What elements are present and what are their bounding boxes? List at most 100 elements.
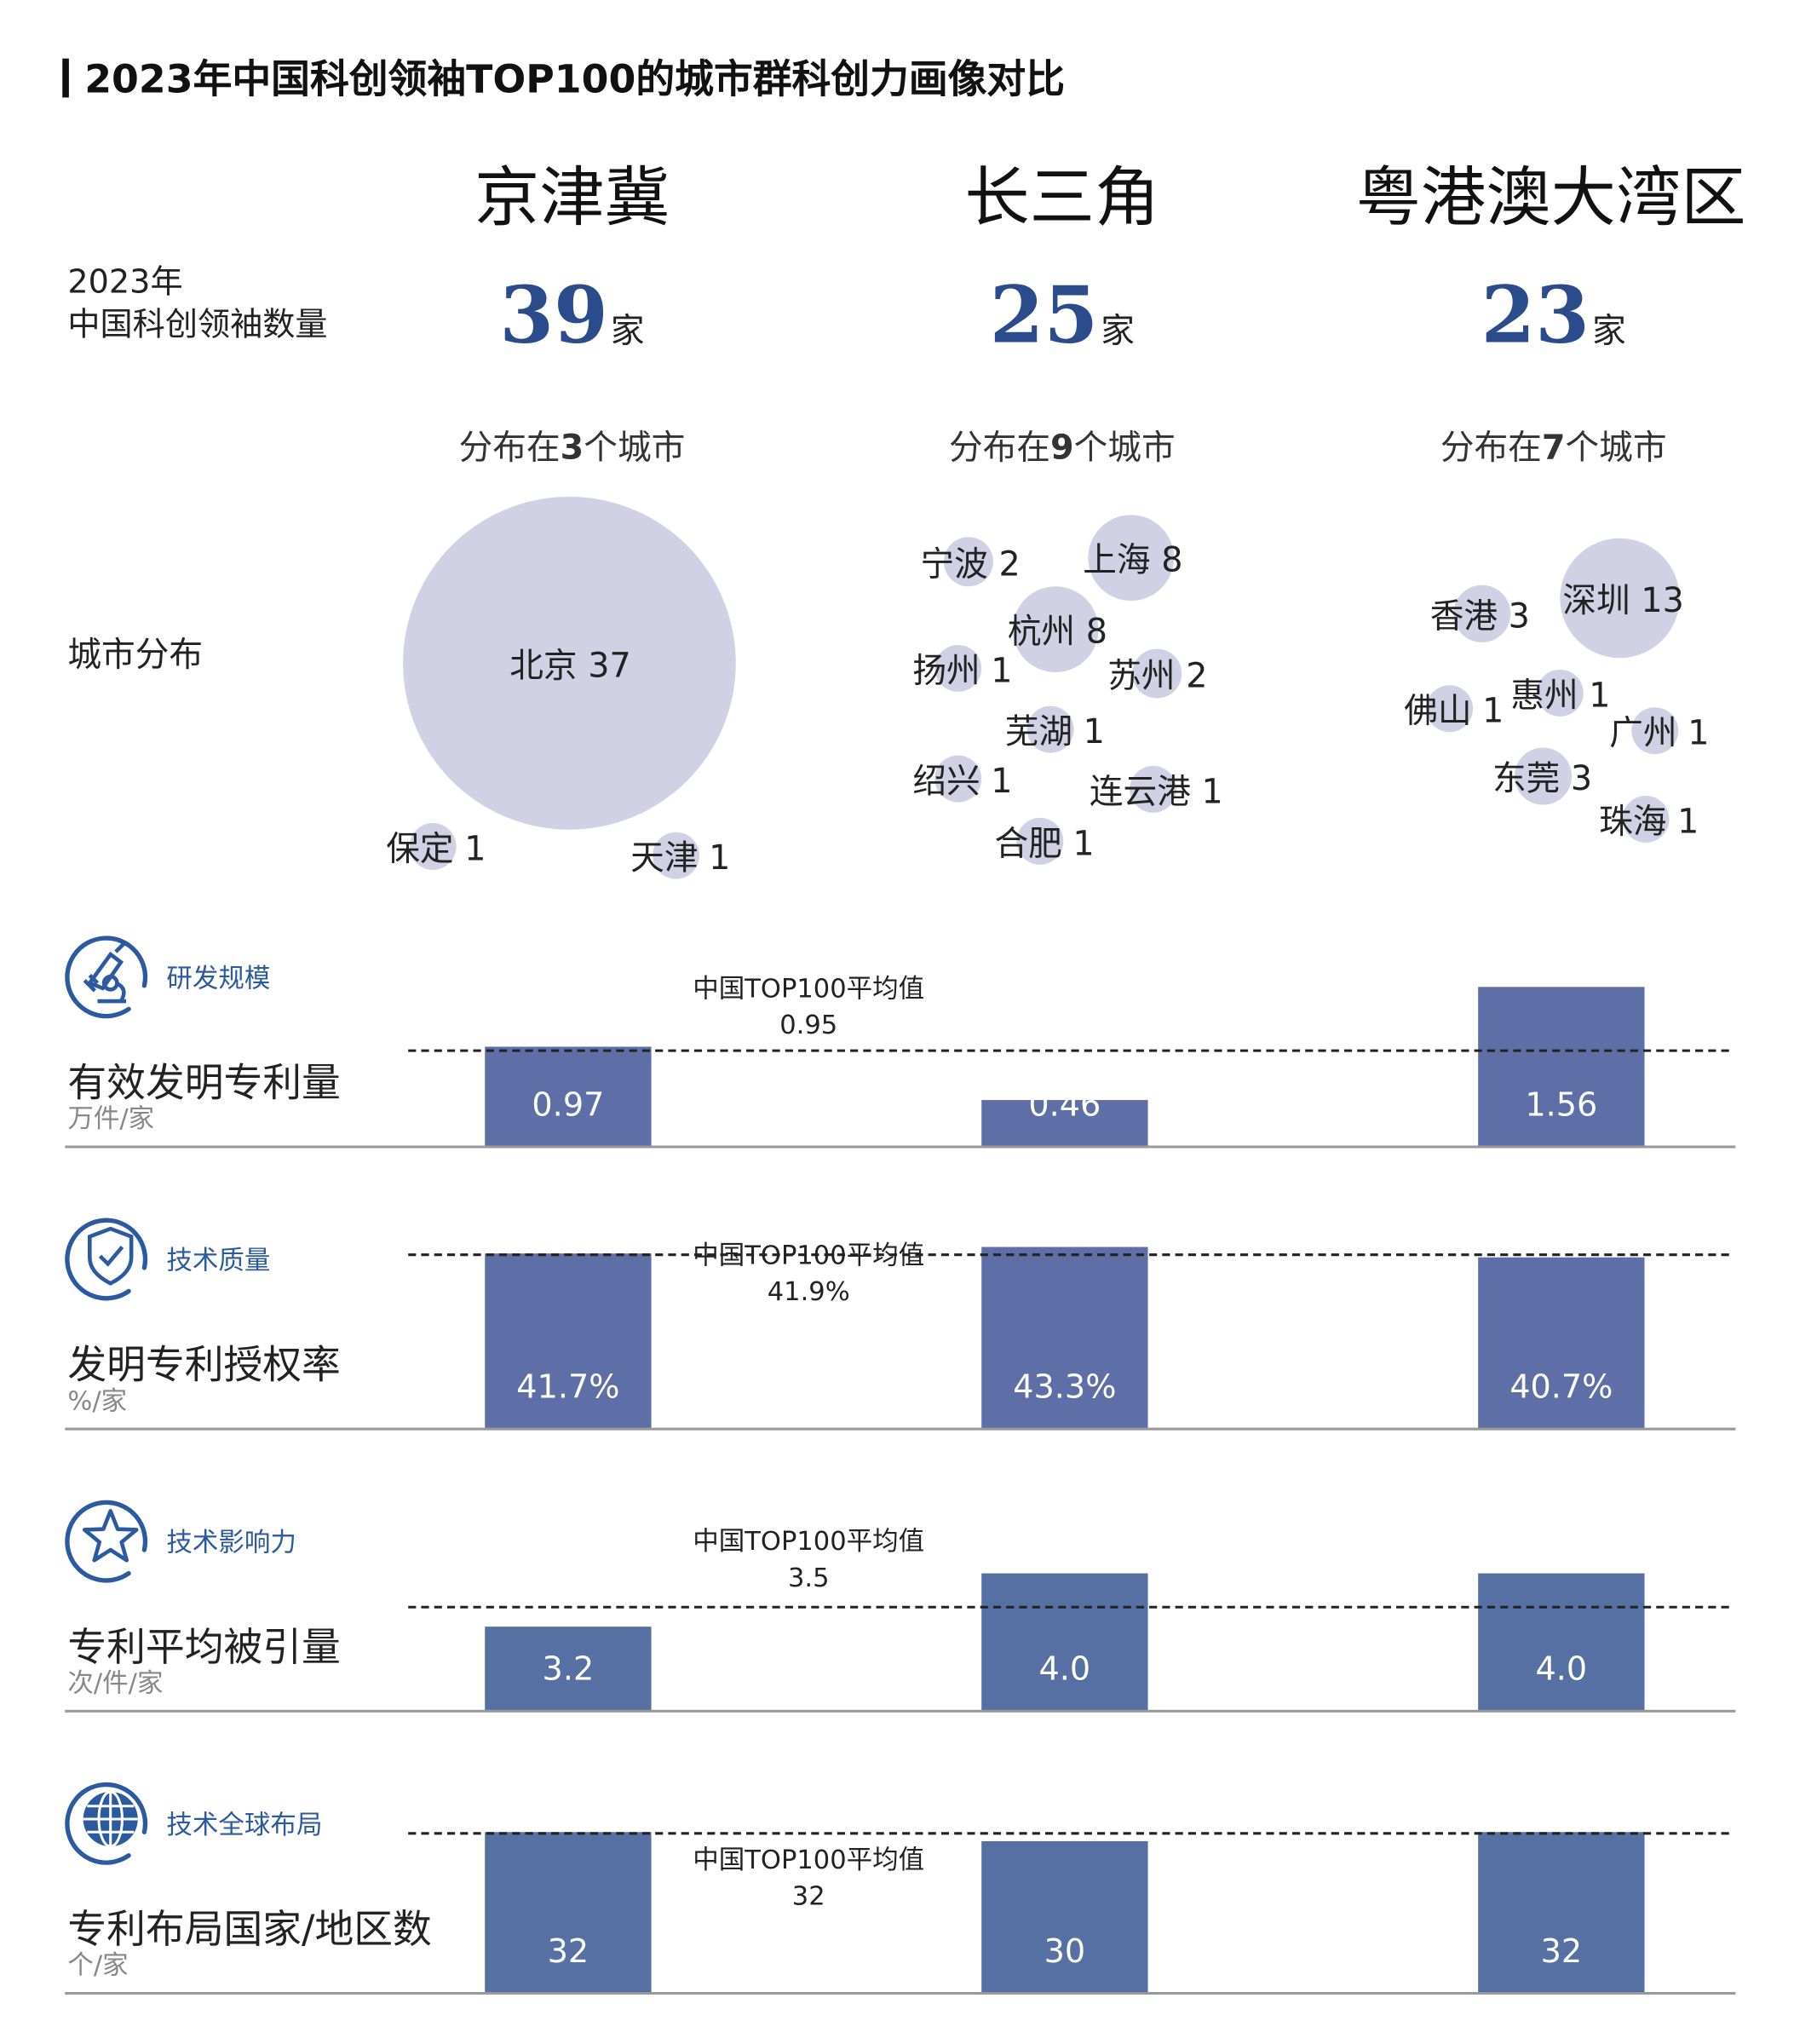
metric-section: 技术全球布局专利布局国家/地区数 个/家 32 30 32 中国TOP100平均值 32 bbox=[0, 1733, 1794, 1995]
title-text: 2023年中国科创领袖TOP100的城市群科创力画像对比 bbox=[84, 57, 1065, 103]
bar-value-label: 4.0 bbox=[1038, 1650, 1091, 1688]
count-gba: 23 家 bbox=[1481, 270, 1626, 361]
city-label: 天津 1 bbox=[630, 839, 731, 878]
count-label-year: 2023年 bbox=[67, 262, 183, 301]
city-bubble bbox=[943, 537, 993, 587]
city-label: 保定 1 bbox=[386, 830, 486, 870]
city-bubble bbox=[409, 823, 457, 870]
metric-unit: 个/家 bbox=[67, 1949, 129, 1981]
metric-section: 技术质量发明专利授权率 %/家 41.7% 43.3% 40.7% 中国TOP100平均值… bbox=[0, 1169, 1794, 1431]
baseline bbox=[65, 1709, 1736, 1713]
city-label: 合肥 1 bbox=[994, 825, 1095, 865]
bar-value-label: 4.0 bbox=[1535, 1650, 1588, 1688]
bar-0: 32 bbox=[485, 1831, 652, 1994]
city-bubble bbox=[1088, 515, 1175, 602]
bar-2: 40.7% bbox=[1478, 1258, 1645, 1430]
dist-num: 9 bbox=[1050, 429, 1074, 469]
bar-2: 1.56 bbox=[1478, 986, 1645, 1147]
average-label-text: 中国TOP100平均值 bbox=[693, 1239, 925, 1270]
count-number: 23 bbox=[1481, 270, 1590, 362]
dist-suffix: 个城市 bbox=[1565, 429, 1667, 469]
count-unit: 家 bbox=[610, 312, 645, 352]
bar-value-label: 41.7% bbox=[516, 1367, 620, 1406]
city-label: 绍兴 1 bbox=[912, 763, 1013, 802]
region-title-jjj: 京津冀 bbox=[474, 159, 670, 236]
average-value: 3.5 bbox=[787, 1561, 830, 1593]
metric-section: 技术影响力 专利平均被引量 次/件/家 3.2 4.0 4.0 中国TOP100平均值 3.5 bbox=[0, 1451, 1794, 1713]
metric-title: 有效发明专利量 bbox=[67, 1061, 341, 1107]
baseline bbox=[65, 1427, 1736, 1431]
dist-prefix: 分布在 bbox=[458, 429, 561, 469]
city-bubble bbox=[1016, 817, 1064, 865]
metric-title: 发明专利授权率 bbox=[67, 1343, 341, 1389]
star-icon bbox=[65, 1500, 148, 1583]
title-marker bbox=[62, 58, 69, 98]
city-label: 苏州 2 bbox=[1107, 657, 1208, 697]
metric-section: 研发规模 有效发明专利量 万件/家 0.97 0.46 1.56 中国TOP100平均值 0.… bbox=[0, 887, 1794, 1149]
metric-unit: %/家 bbox=[67, 1385, 128, 1416]
average-label-text: 中国TOP100平均值 bbox=[693, 972, 925, 1005]
city-bubble bbox=[1536, 669, 1584, 717]
metric-title: 专利布局国家/地区数 bbox=[67, 1907, 432, 1954]
region-title-gba: 粤港澳大湾区 bbox=[1355, 159, 1746, 236]
city-bubble bbox=[1426, 685, 1474, 733]
city-distribution-label: 城市分布 bbox=[67, 636, 204, 676]
bar-value-label: 0.97 bbox=[532, 1085, 605, 1124]
average-value: 32 bbox=[791, 1880, 825, 1912]
city-bubble bbox=[1012, 586, 1099, 672]
dist-suffix: 个城市 bbox=[584, 429, 686, 469]
count-row-label: 2023年 中国科创领袖数量 bbox=[67, 260, 327, 346]
page-title: 2023年中国科创领袖TOP100的城市群科创力画像对比 bbox=[62, 47, 1065, 104]
city-label: 深圳 13 bbox=[1562, 581, 1684, 621]
bar-1: 0.46 bbox=[981, 1085, 1148, 1147]
count-unit: 家 bbox=[1592, 312, 1626, 352]
city-label: 北京 37 bbox=[509, 647, 631, 687]
city-bubble bbox=[1026, 705, 1074, 753]
average-label: 中国TOP100平均值 41.9% bbox=[679, 1236, 939, 1309]
bar-0: 3.2 bbox=[485, 1626, 652, 1712]
average-label-text: 中国TOP100平均值 bbox=[693, 1844, 925, 1875]
average-line bbox=[408, 1049, 1729, 1052]
metric-unit: 万件/家 bbox=[67, 1103, 155, 1134]
bar-value-label: 40.7% bbox=[1509, 1367, 1613, 1406]
metric-category: 技术影响力 bbox=[166, 1526, 296, 1558]
city-bubble bbox=[403, 496, 736, 830]
count-unit: 家 bbox=[1101, 312, 1135, 352]
average-label: 中国TOP100平均值 0.95 bbox=[679, 970, 939, 1042]
bar-value-label: 32 bbox=[1540, 1932, 1583, 1971]
count-csj: 25 家 bbox=[990, 270, 1135, 361]
bar-value-label: 30 bbox=[1044, 1932, 1086, 1971]
bar-value-label: 3.2 bbox=[542, 1650, 595, 1688]
dist-gba: 分布在7个城市 bbox=[1440, 421, 1667, 469]
bar-value-label: 32 bbox=[547, 1932, 589, 1971]
city-label: 广州 1 bbox=[1609, 714, 1710, 754]
bar-value-label: 43.3% bbox=[1013, 1367, 1117, 1406]
metric-category: 技术质量 bbox=[166, 1244, 271, 1276]
average-label: 中国TOP100平均值 32 bbox=[679, 1841, 939, 1914]
bar-2: 32 bbox=[1478, 1831, 1645, 1994]
bar-1: 30 bbox=[981, 1841, 1148, 1994]
city-label: 佛山 1 bbox=[1404, 692, 1504, 732]
count-label-text: 中国科创领袖数量 bbox=[67, 305, 328, 343]
average-line bbox=[408, 1252, 1729, 1256]
dist-prefix: 分布在 bbox=[948, 429, 1051, 469]
baseline bbox=[65, 1145, 1736, 1149]
baseline bbox=[65, 1991, 1736, 1995]
city-bubble bbox=[1130, 765, 1177, 813]
city-bubble bbox=[1514, 747, 1573, 805]
dist-num: 7 bbox=[1541, 429, 1566, 469]
average-label-text: 中国TOP100平均值 bbox=[693, 1525, 925, 1557]
dist-jjj: 分布在3个城市 bbox=[459, 421, 686, 469]
city-label: 上海 8 bbox=[1083, 541, 1183, 581]
metric-title: 专利平均被引量 bbox=[67, 1625, 341, 1672]
city-label: 宁波 2 bbox=[920, 545, 1021, 584]
city-label: 杭州 8 bbox=[1007, 613, 1107, 653]
region-title-csj: 长三角 bbox=[964, 159, 1160, 236]
city-label: 扬州 1 bbox=[912, 652, 1013, 692]
metric-category: 技术全球布局 bbox=[166, 1808, 323, 1840]
city-bubble bbox=[1622, 795, 1670, 843]
city-label: 芜湖 1 bbox=[1004, 713, 1105, 752]
bar-value-label: 0.46 bbox=[1028, 1085, 1101, 1124]
count-number: 25 bbox=[989, 270, 1099, 362]
